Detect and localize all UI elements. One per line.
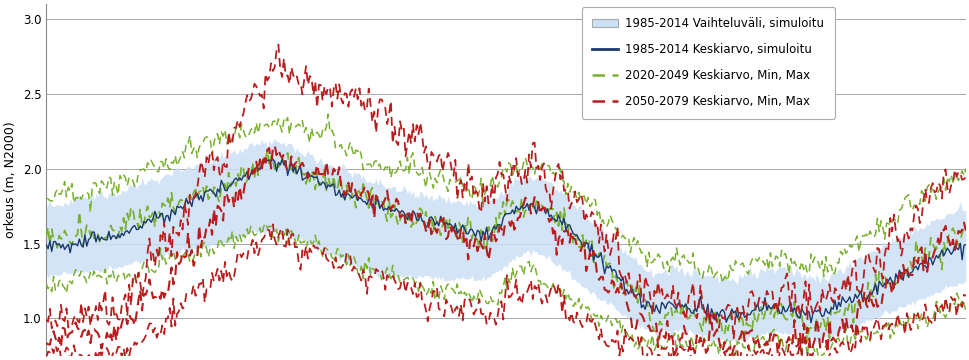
- Legend: 1985-2014 Vaihteluväli, simuloitu, 1985-2014 Keskiarvo, simuloitu, 2020-2049 Kes: 1985-2014 Vaihteluväli, simuloitu, 1985-…: [581, 6, 834, 119]
- Y-axis label: orkeus (m, N2000): orkeus (m, N2000): [4, 122, 17, 238]
